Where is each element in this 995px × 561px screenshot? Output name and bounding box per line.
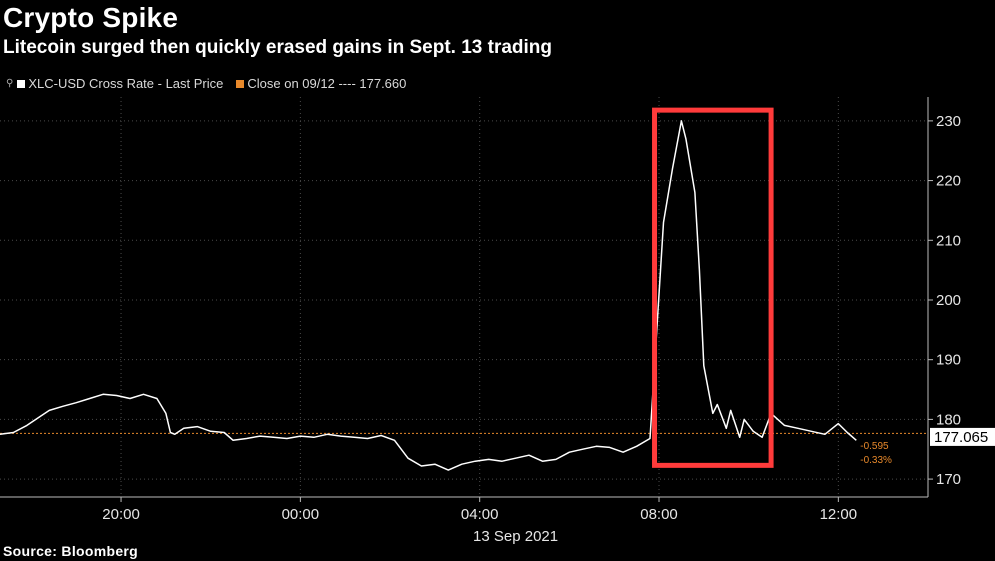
last-value-tag [930,427,995,446]
legend: ⚲ XLC-USD Cross Rate - Last Price Close … [6,76,406,91]
legend-swatch-close [236,79,245,88]
change-pct-label: -0.33% [860,455,892,466]
legend-swatch-series [17,79,26,88]
y-tick-label: 170 [936,471,961,488]
y-tick-label: 200 [936,292,961,309]
x-date-label: 13 Sep 2021 [473,528,558,545]
y-tick-label: 190 [936,352,961,369]
y-tick-label: 180 [936,411,961,428]
chart-subtitle: Litecoin surged then quickly erased gain… [3,37,553,58]
x-tick-label: 12:00 [820,506,858,523]
x-tick-label: 08:00 [640,506,678,523]
x-tick-label: 04:00 [461,506,499,523]
legend-series-label: XLC-USD Cross Rate - Last Price [28,76,224,91]
x-tick-label: 20:00 [102,506,140,523]
last-value-label: 177.065 [934,429,988,446]
chart-title: Crypto Spike [3,2,179,33]
pin-icon: ⚲ [6,78,14,89]
y-tick-label: 230 [936,113,961,130]
y-tick-label: 220 [936,173,961,190]
y-tick-label: 210 [936,232,961,249]
x-tick-label: 00:00 [282,506,320,523]
change-abs-label: -0.595 [860,441,889,452]
legend-close-label: Close on 09/12 ---- 177.660 [247,76,407,91]
price-series-line [0,120,857,471]
highlight-box [652,107,774,468]
source-note: Source: Bloomberg [3,543,139,559]
